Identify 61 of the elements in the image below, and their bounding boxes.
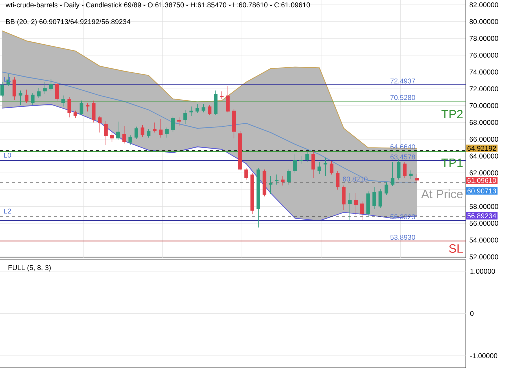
- candlestick: [384, 182, 389, 196]
- candlestick: [281, 176, 285, 186]
- candlestick: [0, 82, 4, 98]
- candlestick: [306, 150, 310, 162]
- candlestick: [153, 122, 157, 134]
- candlestick: [268, 176, 273, 194]
- candlestick: [214, 90, 218, 116]
- candlestick: [12, 77, 16, 100]
- candlestick: [372, 187, 376, 210]
- candlestick: [397, 159, 401, 180]
- candlestick: [312, 150, 316, 178]
- candlestick: [366, 191, 370, 216]
- candlestick: [244, 168, 248, 180]
- line-series: [2, 30, 418, 149]
- candlestick: [104, 120, 108, 146]
- candlestick: [62, 95, 66, 108]
- candlestick: [318, 162, 322, 174]
- candlestick: [354, 192, 358, 216]
- candlestick: [293, 154, 298, 174]
- candlestick: [390, 162, 395, 187]
- candlestick: [208, 104, 212, 116]
- text: TP2: [442, 110, 463, 118]
- text: SL: [449, 244, 464, 253]
- candlestick: [49, 78, 54, 92]
- candlestick: [262, 169, 267, 197]
- candlestick: [92, 100, 96, 123]
- candlestick: [134, 126, 138, 140]
- candlestick: [68, 97, 72, 118]
- candlestick: [37, 88, 41, 99]
- candlestick: [18, 90, 23, 106]
- candlestick: [196, 104, 200, 114]
- candlestick: [31, 92, 35, 106]
- candlestick: [116, 122, 120, 141]
- candlestick: [128, 134, 132, 146]
- candlestick: [98, 116, 102, 134]
- candlestick: [140, 124, 145, 138]
- candlestick: [348, 192, 352, 220]
- candlestick: [330, 161, 334, 176]
- candlestick: [274, 174, 280, 186]
- candlestick: [220, 91, 224, 100]
- candlestick: [360, 201, 364, 220]
- line-series: [2, 104, 418, 222]
- candlestick: [122, 126, 126, 144]
- candlestick: [80, 100, 84, 116]
- candlestick: [226, 86, 230, 113]
- candlestick: [184, 110, 188, 125]
- candlestick: [159, 119, 163, 138]
- candlestick: [171, 116, 176, 132]
- candlestick: [165, 127, 169, 138]
- candlestick: [232, 108, 236, 139]
- candlestick: [378, 188, 382, 209]
- candlestick: [190, 106, 194, 116]
- candlestick: [43, 82, 47, 94]
- candlestick: [25, 90, 29, 104]
- text: At Price: [421, 190, 463, 199]
- candlestick: [56, 82, 60, 102]
- candlestick: [287, 169, 291, 186]
- candlestick: [342, 185, 346, 210]
- text: TP1: [442, 158, 463, 168]
- candlestick: [403, 162, 407, 178]
- candlestick: [336, 171, 340, 190]
